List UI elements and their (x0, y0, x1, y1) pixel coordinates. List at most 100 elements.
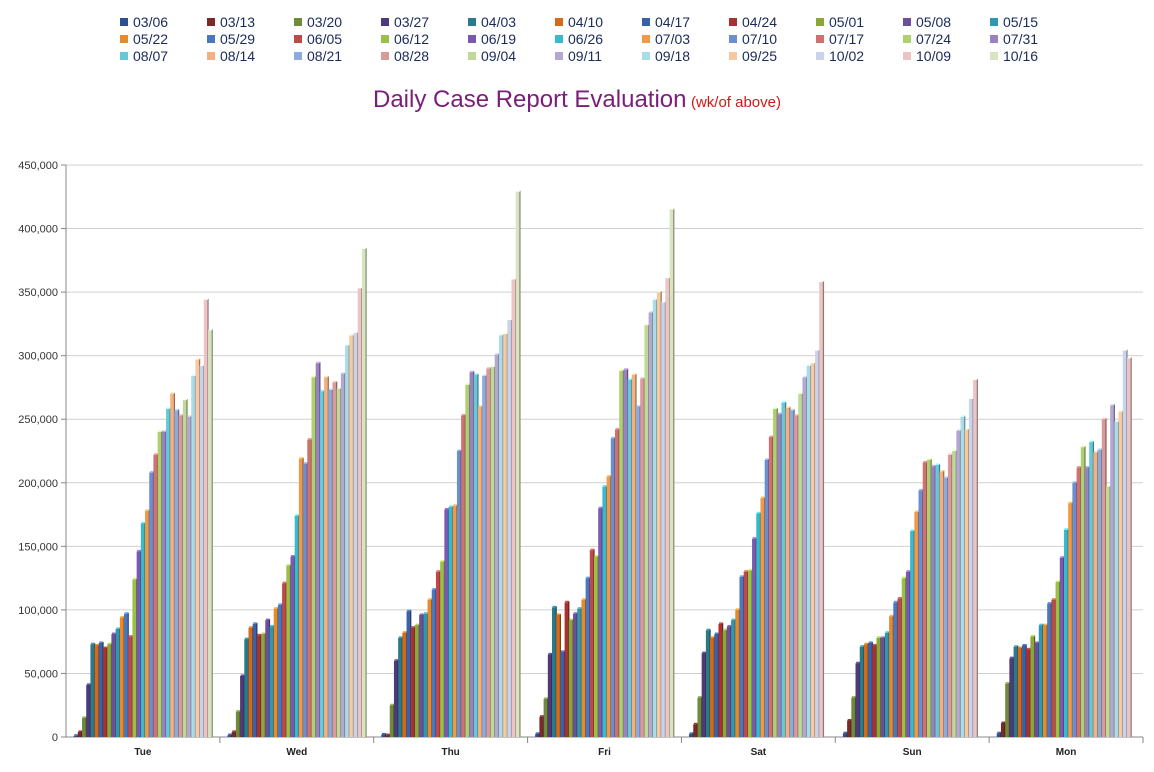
bar (195, 359, 200, 737)
legend-label: 08/21 (307, 48, 343, 64)
bar-top (145, 509, 150, 511)
bar-side (460, 450, 462, 737)
bar-top (632, 373, 636, 375)
bar-top (997, 731, 1001, 734)
bar-top (179, 413, 183, 416)
bar-top (282, 581, 287, 584)
bar (1114, 421, 1118, 737)
legend-label: 07/03 (655, 31, 691, 47)
legend-label: 09/25 (742, 48, 778, 64)
bar-side (892, 615, 894, 737)
bar-top (661, 300, 666, 303)
bar (615, 429, 619, 737)
bar-top (1026, 647, 1031, 650)
bar-side (186, 399, 188, 737)
y-tick-label: 200,000 (18, 478, 58, 490)
bar-top (843, 731, 848, 734)
bar-top (491, 365, 495, 368)
bar (340, 373, 345, 737)
bar-side (310, 438, 313, 737)
bar-top (240, 674, 245, 676)
bar-top (965, 427, 969, 430)
bar-top (1022, 643, 1027, 646)
bar-side (797, 414, 799, 737)
bar-side (563, 650, 566, 737)
bar (973, 379, 977, 737)
bar-top (191, 374, 196, 377)
bar-side (1121, 410, 1124, 737)
bar (589, 550, 594, 737)
bar-side (801, 392, 804, 737)
bar-side (211, 329, 213, 737)
bar (385, 735, 390, 737)
legend-item: 08/07 (120, 48, 168, 65)
bar-side (152, 471, 155, 737)
bar-top (457, 449, 462, 451)
bar (503, 334, 507, 737)
bar-side (1037, 641, 1040, 737)
bar-side (580, 607, 582, 737)
bar (1042, 625, 1047, 737)
bar-top (561, 650, 565, 652)
bar (244, 639, 248, 737)
bar-side (401, 636, 403, 737)
bar-top (183, 398, 188, 401)
bar-side (156, 453, 159, 737)
bar (855, 663, 860, 737)
y-tick-label: 50,000 (24, 668, 58, 680)
bar-top (149, 471, 154, 473)
bar-top (1114, 420, 1119, 422)
bar (573, 613, 577, 737)
bar (507, 320, 511, 737)
bar (669, 209, 674, 737)
bar (585, 578, 590, 737)
bar (1122, 350, 1127, 737)
legend-swatch (294, 52, 302, 61)
bar-top (628, 378, 632, 380)
bar-side (930, 458, 932, 737)
bar-top (116, 627, 120, 629)
bar-top (86, 683, 91, 685)
bar (756, 513, 760, 737)
bar-side (293, 555, 296, 737)
bar (103, 648, 107, 737)
bar (149, 472, 153, 737)
y-tick-label: 250,000 (18, 414, 58, 426)
bar-top (381, 732, 386, 735)
bar (726, 626, 731, 737)
bar-top (956, 429, 961, 431)
bar-top (969, 397, 974, 399)
bar-top (877, 636, 881, 638)
bar-top (103, 646, 108, 649)
legend-label: 04/10 (568, 14, 604, 30)
bar-side (455, 504, 458, 737)
bar (90, 644, 95, 737)
bar-top (337, 387, 341, 389)
legend-swatch (468, 35, 476, 44)
bar-side (917, 511, 920, 737)
bar (640, 378, 644, 737)
bar-side (593, 549, 595, 737)
bar-top (228, 733, 232, 736)
bar (77, 731, 82, 737)
bar-side (405, 631, 408, 737)
bar-top (1072, 481, 1077, 483)
bar (931, 466, 935, 737)
bar-side (392, 704, 395, 737)
bar-side (643, 377, 645, 737)
bar-side (388, 734, 391, 737)
bar-top (556, 613, 561, 615)
bar-top (196, 357, 200, 360)
bar-side (439, 570, 441, 737)
bar-side (306, 462, 308, 737)
bar-side (755, 537, 757, 737)
bar-side (934, 465, 936, 737)
bar (1005, 683, 1009, 737)
bar (461, 415, 465, 737)
bar-side (814, 362, 816, 737)
legend-item: 05/15 (990, 14, 1038, 31)
bar-side (198, 358, 201, 737)
bar (178, 415, 183, 737)
bar-side (409, 610, 412, 737)
bar-side (476, 373, 479, 737)
